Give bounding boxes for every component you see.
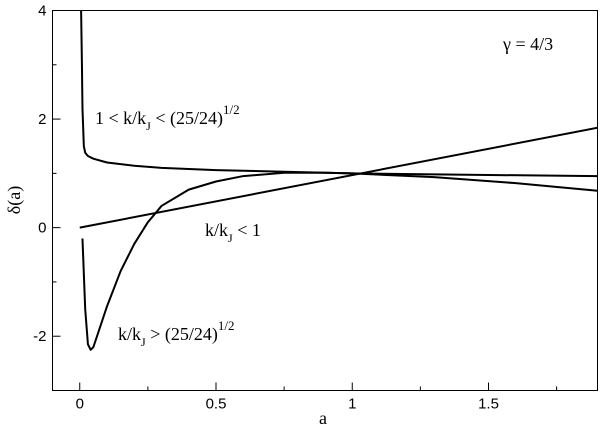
annotation-part: < 1 [233,220,261,240]
annotation: γ = 4/3 [502,34,553,54]
annotation-part: 1/2 [223,102,240,117]
y-tick-label: -2 [33,328,46,345]
annotation-part: γ = 4/3 [502,34,553,54]
plot-frame [52,10,598,391]
annotation-part: k/k [205,220,228,240]
x-tick-label: 0.5 [206,396,227,413]
annotation-part: k/k [118,324,141,344]
x-tick-label: 1 [348,396,356,413]
annotation-part: > (25/24) [146,324,218,345]
annotation: k/kJ < 1 [205,220,261,245]
annotation: 1 < k/kJ < (25/24)1/2 [95,102,240,133]
y-tick-label: 4 [38,3,46,20]
annotation: k/kJ > (25/24)1/2 [118,318,234,349]
annotation-part: J [146,119,151,133]
annotation-part: J [228,231,233,245]
annotation-part: J [141,335,146,349]
annotation-part: < (25/24) [151,108,223,129]
y-tick-label: 2 [38,111,46,128]
x-tick-label: 0 [76,396,84,413]
annotation-part: 1/2 [218,318,235,333]
line [79,126,598,229]
x-axis-label: a [319,408,327,428]
annotation-part: 1 < k/k [95,108,146,128]
x-tick-label: 1.5 [478,396,499,413]
y-axis-label: δ(a) [4,186,25,214]
y-tick-label: 0 [38,220,46,237]
